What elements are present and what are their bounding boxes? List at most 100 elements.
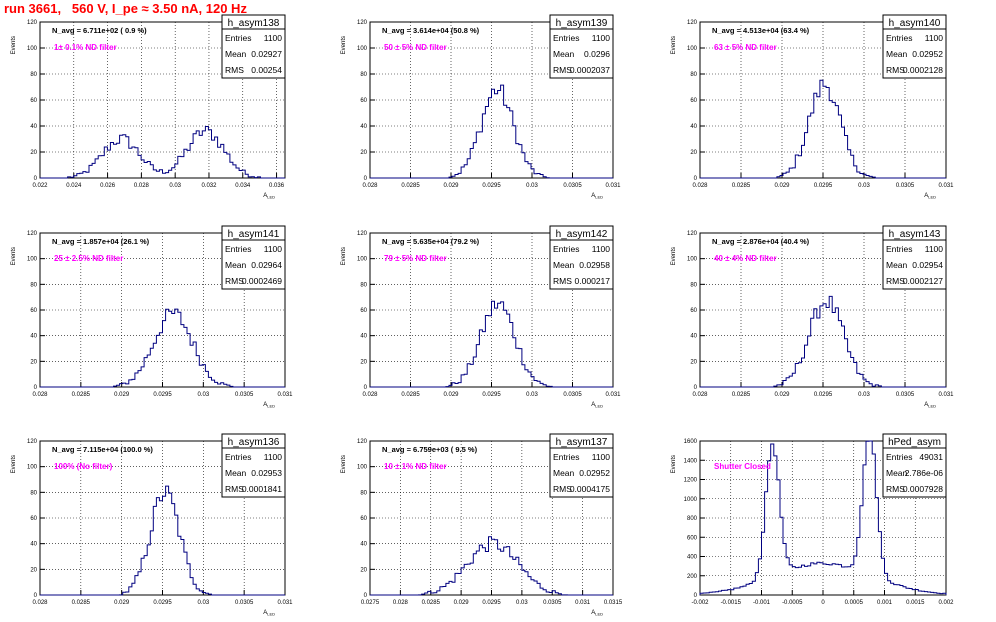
stats-entries-label: Entries (886, 452, 912, 462)
navg-label: N_avg = 4.513e+04 (63.4 %) (712, 26, 810, 35)
y-tick-label: 80 (30, 72, 37, 78)
y-tick-label: 40 (30, 334, 37, 340)
stats-rms-value: 0.0002127 (903, 276, 943, 286)
stats-entries-label: Entries (225, 452, 251, 462)
x-tick-label: 0.0015 (906, 600, 925, 606)
stats-rms-label: RMS (886, 65, 905, 75)
stats-rms-value: 0.0002469 (242, 276, 282, 286)
x-tick-label: 0.029 (443, 183, 459, 189)
y-tick-label: 40 (30, 542, 37, 548)
x-tick-label: 0.0295 (814, 392, 833, 398)
stats-rms-label: RMS (225, 65, 244, 75)
x-tick-label: 0.0295 (482, 183, 501, 189)
x-axis-title: ALED (924, 193, 936, 200)
x-tick-label: 0.002 (938, 600, 954, 606)
y-tick-label: 120 (687, 231, 698, 237)
y-tick-label: 60 (30, 308, 37, 314)
x-tick-label: 0.028 (393, 600, 409, 606)
filter-label: 10 ± 1% ND filter (384, 462, 447, 471)
stats-mean-label: Mean (225, 260, 247, 270)
stats-mean-value: 0.02953 (251, 468, 282, 478)
stats-mean-value: 0.02927 (251, 49, 282, 59)
histogram-trace (370, 300, 613, 388)
y-tick-label: 40 (360, 334, 367, 340)
stats-box-frame (549, 225, 614, 290)
x-tick-label: 0.031 (277, 392, 293, 398)
histogram-panel-hPed_asym: -0.002 -0.0015 -0.001 -0.0005 0 0.0005 0.001 0.… (671, 433, 954, 606)
y-tick-label: 100 (27, 465, 38, 471)
histogram-panel-h_asym137: 0.0275 0.028 0.0285 0.029 0.0295 0.03 0.0305 0.… (341, 433, 623, 617)
y-tick-label: 80 (30, 490, 37, 496)
x-tick-label: 0.028 (692, 392, 708, 398)
histogram-trace (370, 84, 613, 179)
stats-rms-value: 0.0007928 (903, 484, 943, 494)
y-tick-label: 20 (360, 567, 367, 573)
y-tick-label: 20 (30, 150, 37, 156)
stats-rms-label: RMS (553, 276, 572, 286)
x-tick-label: 0.0285 (72, 392, 91, 398)
x-tick-label: 0.028 (362, 392, 378, 398)
y-tick-label: 0 (694, 176, 698, 182)
y-tick-label: 1400 (684, 458, 698, 464)
stats-mean-value: 2.786e-06 (905, 468, 944, 478)
x-axis-title: ALED (263, 402, 275, 409)
x-tick-label: 0.0285 (422, 600, 441, 606)
x-tick-label: 0.029 (454, 600, 470, 606)
y-tick-label: 120 (357, 439, 368, 445)
stats-rms-label: RMS (553, 484, 572, 494)
histogram-name: h_asym140 (889, 18, 941, 29)
x-tick-label: 0.0005 (845, 600, 864, 606)
stats-box-frame (221, 14, 286, 79)
y-tick-label: 100 (357, 257, 368, 263)
x-tick-label: 0.0295 (814, 183, 833, 189)
y-axis-title: Events (11, 455, 17, 473)
histogram-panel-h_asym141: 0.028 0.0285 0.029 0.0295 0.03 0.0305 0.031 0 20… (11, 225, 293, 409)
y-tick-label: 400 (687, 555, 698, 561)
y-tick-label: 100 (357, 46, 368, 52)
y-tick-label: 120 (27, 231, 38, 237)
stats-mean-value: 0.02958 (579, 260, 610, 270)
stats-box: h_asym140 Entries 1100 Mean 0.02952 RMS0.0002… (882, 14, 947, 79)
stats-entries-value: 1100 (592, 244, 611, 254)
x-tick-label: 0.0305 (896, 392, 915, 398)
stats-box-frame (882, 433, 947, 498)
stats-mean-value: 0.02952 (912, 49, 943, 59)
stats-mean-label: Mean (553, 49, 575, 59)
x-tick-label: 0.001 (877, 600, 893, 606)
stats-entries-value: 1100 (264, 33, 283, 43)
y-axis-title: Events (341, 455, 347, 473)
x-tick-label: 0.0295 (153, 392, 172, 398)
y-tick-label: 800 (687, 516, 698, 522)
stats-box-frame (549, 14, 614, 79)
x-tick-label: 0.031 (605, 183, 621, 189)
x-tick-label: 0.0305 (543, 600, 562, 606)
stats-rms-value: 0.0001841 (242, 484, 282, 494)
stats-entries-value: 1100 (925, 244, 944, 254)
x-tick-label: 0.0305 (563, 183, 582, 189)
histogram-name: h_asym141 (228, 229, 280, 240)
x-tick-label: 0.0285 (401, 183, 420, 189)
x-tick-label: 0.031 (277, 600, 293, 606)
histogram-name: h_asym138 (228, 18, 280, 29)
y-tick-label: 40 (690, 124, 697, 130)
histogram-panel-h_asym142: 0.028 0.0285 0.029 0.0295 0.03 0.0305 0.031 0 20… (341, 225, 621, 409)
x-tick-label: 0.0295 (482, 600, 501, 606)
y-tick-label: 0 (364, 593, 368, 599)
histogram-trace (699, 440, 947, 595)
y-axis-title: Events (671, 247, 677, 265)
y-tick-label: 200 (687, 574, 698, 580)
stats-mean-label: Mean (225, 49, 247, 59)
x-tick-label: 0.029 (774, 183, 790, 189)
y-tick-label: 20 (360, 359, 367, 365)
x-axis-title: ALED (591, 402, 603, 409)
y-tick-label: 80 (690, 282, 697, 288)
filter-label: 79 ± 5% ND filter (384, 254, 447, 263)
stats-rms-label: RMS (886, 484, 905, 494)
stats-rms-label: RMS (553, 65, 572, 75)
x-tick-label: 0.0295 (153, 600, 172, 606)
navg-label: N_avg = 6.759e+03 ( 9.5 %) (382, 445, 478, 454)
y-tick-label: 120 (27, 439, 38, 445)
x-tick-label: 0.029 (443, 392, 459, 398)
y-tick-label: 1600 (684, 439, 698, 445)
x-tick-label: 0.0285 (72, 600, 91, 606)
